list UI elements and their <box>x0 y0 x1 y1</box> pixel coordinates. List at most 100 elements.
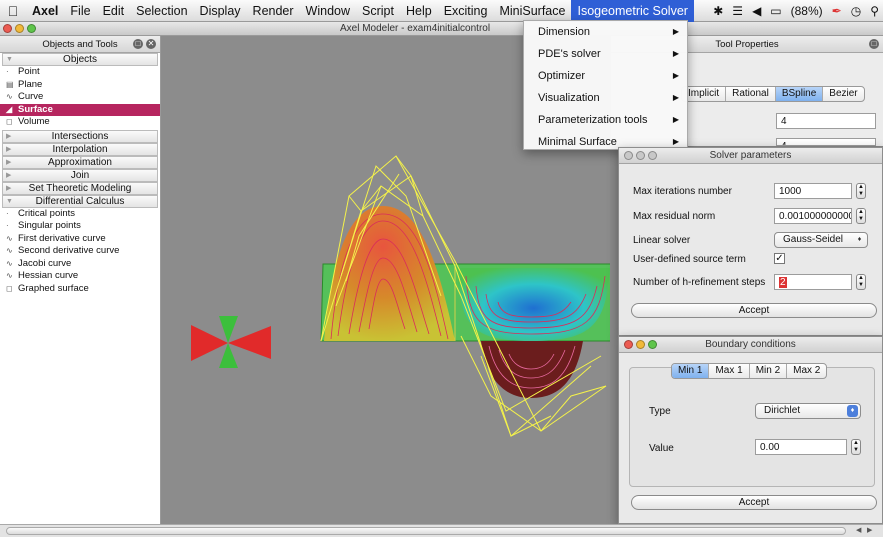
scroll-left-icon[interactable]: ◀ <box>856 527 862 534</box>
order-v-field[interactable]: 4 <box>776 138 876 146</box>
object-volume[interactable]: ◻ Volume <box>6 116 50 127</box>
scroll-right-icon[interactable]: ▶ <box>867 527 873 534</box>
menu-item-parameterization-tools[interactable]: Parameterization tools ▶ <box>524 109 687 131</box>
point-icon: · <box>6 208 9 218</box>
max-iterations-label: Max iterations number <box>633 186 732 197</box>
menu-file[interactable]: File <box>70 3 91 18</box>
bc-value-stepper[interactable]: ▲ ▼ <box>851 439 861 455</box>
tab-bspline[interactable]: BSpline <box>775 87 824 101</box>
bc-type-select[interactable]: Dirichlet ♦ <box>755 403 861 419</box>
menu-selection[interactable]: Selection <box>136 3 188 18</box>
linear-solver-select[interactable]: Gauss-Seidel ♦ <box>774 232 868 248</box>
submenu-arrow-icon: ▶ <box>672 49 679 58</box>
bluetooth-icon[interactable]: ✱ <box>713 4 724 18</box>
minimize-dialog-icon[interactable] <box>636 151 645 160</box>
source-term-checkbox[interactable]: ✓ <box>774 253 785 264</box>
max-residual-label: Max residual norm <box>633 211 716 222</box>
dialog-controls <box>624 340 657 349</box>
objects-panel: Objects and Tools □ ✕ ▼ Objects · Point ▤ P… <box>0 36 161 524</box>
max-iterations-stepper[interactable]: ▲ ▼ <box>856 183 866 199</box>
menubar:  Axel File Edit Selection Display Rende… <box>0 0 883 22</box>
close-dialog-icon[interactable] <box>624 151 633 160</box>
zoom-dialog-icon[interactable] <box>648 151 657 160</box>
apple-menu-icon[interactable]:  <box>0 3 26 19</box>
menu-isogeometric-solver[interactable]: Isogeometric Solver <box>571 0 694 22</box>
menu-item-visualization[interactable]: Visualization ▶ <box>524 87 687 109</box>
tab-max-2[interactable]: Max 2 <box>793 365 821 376</box>
linear-solver-value: Gauss-Seidel <box>783 234 844 245</box>
battery-icon[interactable]: ▭ <box>770 4 782 18</box>
tab-max-1[interactable]: Max 1 <box>709 364 750 378</box>
menu-help[interactable]: Help <box>405 3 432 18</box>
tool-jacobi-curve[interactable]: ∿ Jacobi curve <box>6 257 72 269</box>
boundary-accept-button[interactable]: Accept <box>631 495 877 510</box>
minimize-dialog-icon[interactable] <box>636 340 645 349</box>
tool-first-derivative[interactable]: ∿ First derivative curve <box>6 232 106 244</box>
tab-bezier[interactable]: Bezier <box>829 88 858 99</box>
curve-icon: ∿ <box>6 246 13 255</box>
object-curve[interactable]: ∿ Curve <box>6 91 44 102</box>
zoom-window-icon[interactable] <box>27 24 36 33</box>
tool-critical-points[interactable]: · Critical points <box>6 207 76 219</box>
menu-minisurface[interactable]: MiniSurface <box>499 3 566 18</box>
menu-item-pde-solver[interactable]: PDE's solver ▶ <box>524 43 687 65</box>
tool-hessian-curve[interactable]: ∿ Hessian curve <box>6 270 79 281</box>
section-join[interactable]: ▶ Join <box>2 168 158 182</box>
chevron-updown-icon: ♦ <box>847 405 858 417</box>
menu-item-minimal-surface[interactable]: Minimal Surface ▶ <box>524 131 687 153</box>
h-refinement-input[interactable]: 2 <box>774 274 852 290</box>
tab-min-1[interactable]: Min 1 <box>672 364 710 378</box>
close-window-icon[interactable] <box>3 24 12 33</box>
control-net <box>320 155 607 437</box>
object-plane[interactable]: ▤ Plane <box>6 78 43 90</box>
section-intersections[interactable]: ▶ Intersections <box>2 129 158 143</box>
close-dialog-icon[interactable] <box>624 340 633 349</box>
wifi-icon[interactable]: ☰ <box>732 4 744 18</box>
submenu-arrow-icon: ▶ <box>672 27 679 36</box>
section-set-theoretic[interactable]: ▶ Set Theoretic Modeling <box>2 181 158 195</box>
menu-script[interactable]: Script <box>362 3 394 18</box>
section-interpolation[interactable]: ▶ Interpolation <box>2 142 158 156</box>
max-residual-stepper[interactable]: ▲ ▼ <box>856 208 866 224</box>
clock-icon[interactable]: ◷ <box>850 4 862 18</box>
object-point[interactable]: · Point <box>6 66 40 77</box>
spotlight-search-icon[interactable]: ⚲ <box>870 4 879 18</box>
surface-type-tabs: Implicit Rational BSpline Bezier <box>681 86 865 102</box>
menu-item-optimizer[interactable]: Optimizer ▶ <box>524 65 687 87</box>
menu-window[interactable]: Window <box>305 3 351 18</box>
object-surface[interactable]: ◢ Surface <box>0 103 160 116</box>
zoom-dialog-icon[interactable] <box>648 340 657 349</box>
tab-rational[interactable]: Rational <box>726 87 776 101</box>
h-refinement-stepper[interactable]: ▲ ▼ <box>856 274 866 290</box>
order-u-field[interactable]: 4 <box>776 113 876 129</box>
menu-item-dimension[interactable]: Dimension ▶ <box>524 21 687 43</box>
close-panel-icon[interactable]: ✕ <box>146 39 156 49</box>
expanded-arrow-icon: ▼ <box>6 56 13 63</box>
tab-min-2[interactable]: Min 2 <box>750 364 788 378</box>
curve-icon: ∿ <box>6 258 13 268</box>
bc-value-input[interactable]: 0.00 <box>755 439 847 455</box>
max-residual-input[interactable]: 0.001000000000 <box>774 208 852 224</box>
menu-render[interactable]: Render <box>252 3 294 18</box>
horizontal-scrollbar[interactable]: ◀ ▶ <box>0 524 883 537</box>
tool-second-derivative[interactable]: ∿ Second derivative curve <box>6 245 120 256</box>
section-differential-calculus[interactable]: ▼ Differential Calculus <box>2 194 158 208</box>
scrollbar-track[interactable] <box>6 527 846 535</box>
tool-singular-points[interactable]: · Singular points <box>6 220 81 231</box>
float-panel-icon[interactable]: □ <box>133 39 143 49</box>
curve-icon: ∿ <box>6 92 13 101</box>
section-objects[interactable]: ▼ Objects <box>2 53 158 66</box>
menu-edit[interactable]: Edit <box>102 3 125 18</box>
menu-app[interactable]: Axel <box>32 3 59 18</box>
max-iterations-input[interactable]: 1000 <box>774 183 852 199</box>
minimize-window-icon[interactable] <box>15 24 24 33</box>
float-panel-icon[interactable]: □ <box>869 39 879 49</box>
menu-exciting[interactable]: Exciting <box>443 3 488 18</box>
section-approximation[interactable]: ▶ Approximation <box>2 155 158 169</box>
tool-graphed-surface[interactable]: ◻ Graphed surface <box>6 282 89 294</box>
volume-icon[interactable]: ◀ <box>752 4 762 18</box>
menu-display[interactable]: Display <box>199 3 241 18</box>
solver-accept-button[interactable]: Accept <box>631 303 877 318</box>
pen-icon[interactable]: ✒ <box>831 4 842 18</box>
tab-implicit[interactable]: Implicit <box>682 87 727 101</box>
